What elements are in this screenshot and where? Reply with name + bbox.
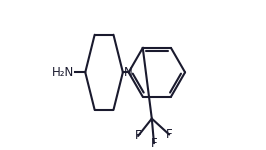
Text: F: F: [166, 128, 172, 141]
Text: H₂N: H₂N: [52, 66, 74, 79]
Text: F: F: [151, 137, 157, 150]
Text: F: F: [135, 129, 141, 142]
Text: N: N: [124, 66, 133, 79]
